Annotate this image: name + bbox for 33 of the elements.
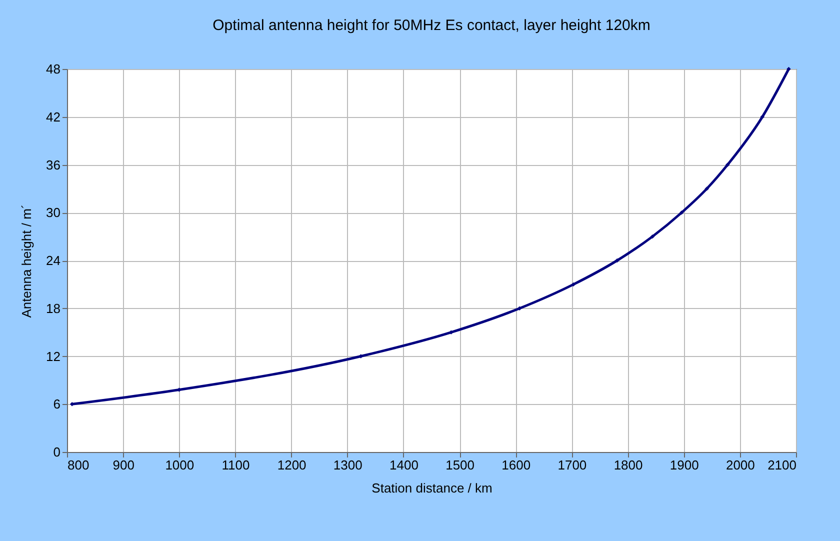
y-tick-label: 30: [46, 205, 60, 220]
point: [517, 306, 522, 310]
point: [704, 186, 709, 191]
x-tick-label: 800: [68, 458, 90, 472]
x-tick-label: 1300: [333, 458, 362, 472]
y-tick-label: 12: [46, 348, 60, 364]
chart-title: Optimal antenna height for 50MHz Es contact, layer height 120km: [212, 17, 650, 34]
y-tick-label: 42: [46, 109, 60, 124]
x-tick-label: 1900: [670, 458, 699, 472]
x-tick-label: 1100: [222, 458, 250, 472]
x-tick-label: 1700: [558, 458, 587, 472]
x-tick-label: 1800: [614, 458, 643, 472]
y-tick-label: 0: [53, 444, 60, 460]
point: [650, 234, 655, 239]
y-tick-label: 48: [46, 62, 60, 76]
x-tick-label: 1600: [502, 458, 531, 472]
y-tick-label: 36: [46, 157, 60, 172]
x-tick-label: 2100: [768, 458, 796, 472]
point: [760, 114, 764, 119]
y-axis-title: Antenna height / m´: [19, 204, 34, 318]
point: [571, 282, 576, 287]
y-tick-label: 18: [46, 300, 60, 316]
y-tick-label: 24: [46, 253, 60, 268]
x-tick-label: 1400: [390, 458, 418, 472]
x-tick-label: 1200: [277, 458, 306, 472]
point: [679, 210, 684, 215]
point: [614, 258, 620, 263]
x-tick-label: 1500: [446, 458, 474, 472]
x-tick-label: 2000: [726, 458, 755, 472]
x-tick-label: 1000: [165, 458, 194, 472]
x-tick-label: 900: [112, 458, 134, 472]
x-axis-title: Station distance / km: [372, 480, 492, 496]
y-tick-label: 6: [53, 396, 60, 412]
